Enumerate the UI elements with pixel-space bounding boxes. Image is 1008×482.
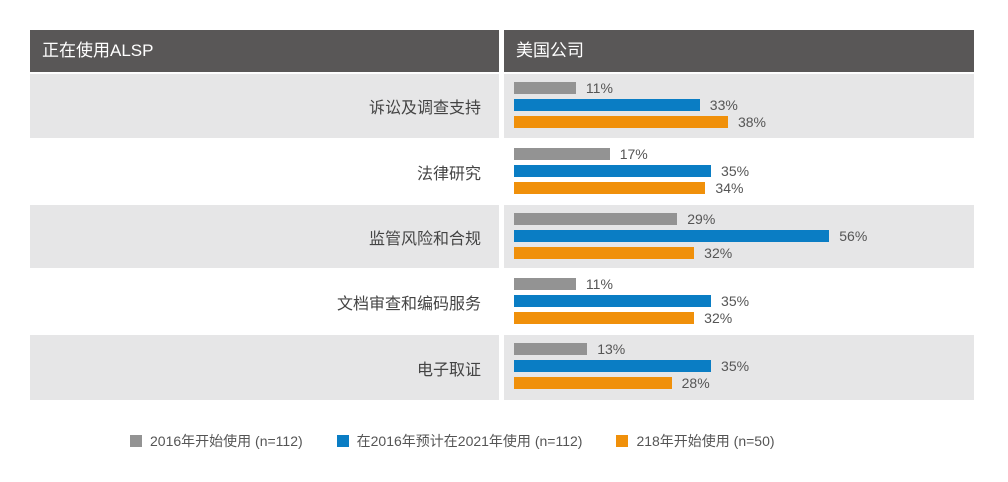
value-label: 13%: [597, 341, 626, 357]
bar-group: 11% 33% 38%: [504, 74, 974, 138]
legend-label: 2016年开始使用 (n=112): [150, 433, 303, 449]
bar-group: 11% 35% 32%: [504, 270, 974, 333]
value-label: 28%: [681, 375, 710, 391]
value-label: 17%: [619, 146, 648, 162]
category-text: 诉讼及调查支持: [368, 100, 481, 117]
value-label: 35%: [721, 293, 750, 309]
bar: [514, 247, 695, 259]
bar-group: 29% 56% 32%: [504, 205, 974, 268]
value-label: 33%: [709, 97, 738, 113]
bar-group: 13% 35% 28%: [504, 335, 974, 400]
value-label: 34%: [715, 180, 744, 196]
value-label: 11%: [585, 80, 613, 96]
bar: [514, 99, 700, 111]
legend-swatch-blue: [336, 435, 349, 447]
legend-swatch-gray: [130, 435, 142, 447]
bar: [514, 343, 588, 355]
value-label: 29%: [687, 211, 716, 227]
bar: [514, 278, 576, 290]
value-label: 32%: [704, 245, 733, 261]
bar: [514, 377, 672, 389]
bar: [514, 82, 576, 94]
value-label: 32%: [704, 310, 733, 326]
category-label: 诉讼及调查支持: [30, 74, 499, 138]
legend-swatch-orange: [616, 435, 629, 447]
bar: [514, 360, 712, 372]
right-header: 美国公司: [504, 30, 974, 72]
bar: [514, 165, 712, 177]
bar: [514, 116, 728, 128]
value-label: 35%: [721, 163, 750, 179]
value-label: 35%: [721, 358, 750, 374]
legend: 2016年开始使用 (n=112) 在2016年预计在2021年使用 (n=11…: [130, 431, 775, 451]
value-label: 56%: [839, 228, 868, 244]
category-text: 电子取证: [416, 361, 481, 379]
category-label: 文档审查和编码服务: [30, 270, 499, 333]
category-text: 法律研究: [416, 165, 481, 183]
category-label: 监管风险和合规: [30, 205, 499, 268]
bar: [514, 148, 610, 160]
bar: [514, 312, 695, 324]
legend-item-218: 218年开始使用 (n=50): [616, 431, 775, 451]
bar: [514, 230, 830, 242]
category-text: 监管风险和合规: [368, 230, 481, 248]
category-text: 文档审查和编码服务: [336, 295, 481, 313]
bar-group: 17% 35% 34%: [504, 140, 974, 203]
legend-label: 在2016年预计在2021年使用 (n=112): [356, 433, 583, 449]
legend-label: 218年开始使用 (n=50): [636, 433, 775, 449]
bar: [514, 213, 678, 225]
left-header: 正在使用ALSP: [30, 30, 499, 72]
category-label: 电子取证: [30, 335, 499, 400]
value-label: 38%: [737, 114, 766, 130]
value-label: 11%: [585, 276, 613, 292]
bar: [514, 182, 706, 194]
legend-item-2021: 在2016年预计在2021年使用 (n=112): [336, 431, 583, 451]
legend-item-2016: 2016年开始使用 (n=112): [130, 431, 303, 451]
bar: [514, 295, 712, 307]
category-label: 法律研究: [30, 140, 499, 203]
